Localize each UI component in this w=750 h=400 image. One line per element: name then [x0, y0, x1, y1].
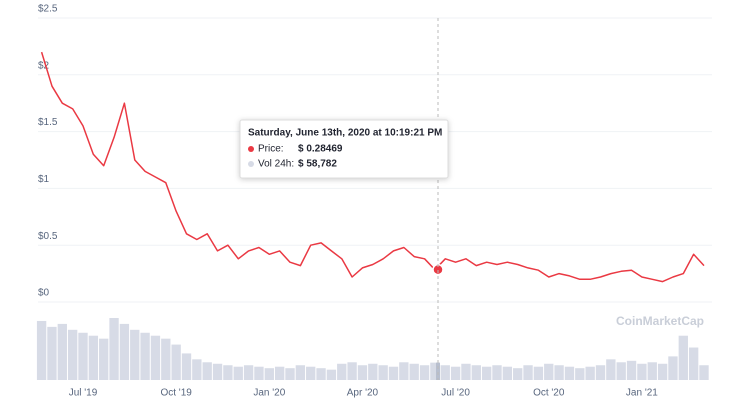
x-tick-label: Oct '19 [160, 388, 192, 399]
volume-bar [699, 365, 709, 380]
volume-bar [368, 363, 378, 380]
volume-bar [399, 362, 409, 380]
price-line-group [40, 51, 705, 283]
volume-bar [388, 366, 399, 380]
x-tick-label: Jan '20 [253, 388, 285, 399]
x-tick-label: Apr '20 [347, 388, 379, 399]
volume-bar [192, 359, 202, 380]
volume-bar [295, 365, 306, 380]
x-tick-label: Jul '20 [441, 388, 470, 399]
volume-bar [533, 366, 544, 380]
volume-bar [357, 365, 368, 380]
tooltip-box [239, 119, 449, 179]
tooltip-date: Saturday, June 13th, 2020 at 10:19:21 PM [248, 128, 442, 139]
volume-bar [223, 365, 233, 380]
y-tick-label: $1 [38, 174, 50, 185]
volume-bar [461, 363, 471, 380]
volume-bar [419, 365, 430, 380]
tooltip-price-label: Price: [258, 144, 284, 155]
volume-bar [585, 366, 595, 380]
volume-bar [637, 363, 647, 380]
volume-bar [36, 320, 47, 380]
y-tick-label: $2 [38, 60, 50, 71]
volume-bar [430, 362, 440, 380]
volume-bar [595, 365, 606, 380]
volume-bar [130, 329, 140, 380]
volume-bar [513, 368, 523, 380]
volume-bar [274, 366, 285, 380]
tooltip: Saturday, June 13th, 2020 at 10:19:21 PM… [239, 119, 449, 179]
volume-bar [150, 335, 161, 380]
volume-bar [544, 363, 554, 380]
volume-bar [264, 368, 274, 380]
volume-bar [492, 365, 502, 380]
volume-bar [647, 362, 657, 380]
volume-bar [88, 335, 99, 380]
volume-bar [606, 359, 616, 380]
volume-bar [668, 356, 678, 380]
volume-bar [109, 318, 119, 380]
price-line [40, 51, 705, 283]
volume-bar [575, 368, 585, 380]
watermark: CoinMarketCap [616, 314, 704, 328]
x-tick-label: Oct '20 [533, 388, 565, 399]
volume-bar [678, 335, 688, 380]
volume-bar [502, 366, 513, 380]
volume-bar [254, 366, 264, 380]
y-tick-label: $0.5 [38, 231, 58, 242]
volume-bar [523, 365, 533, 380]
volume-bar [99, 338, 109, 380]
price-dot [248, 146, 254, 152]
volume-bar [554, 365, 564, 380]
volume-bar [78, 332, 88, 380]
volume-bar [140, 332, 150, 380]
volume-bar [161, 338, 171, 380]
y-tick-label: $0 [38, 288, 50, 299]
tooltip-price: $ 0.28469 [298, 144, 343, 155]
volume-bar [285, 368, 295, 380]
volume-bar [440, 365, 450, 380]
x-tick-label: Jul '19 [69, 388, 98, 399]
volume-bar [57, 323, 67, 380]
x-tick-label: Jan '21 [626, 388, 658, 399]
volume-bar [326, 369, 337, 380]
volume-bar [378, 365, 388, 380]
volume-bar [471, 365, 481, 380]
volume-bar [212, 363, 223, 380]
hover-volume [436, 362, 440, 380]
volume-bar [47, 326, 57, 380]
volume-bar [347, 362, 357, 380]
volume-bar [243, 365, 254, 380]
volume-bar [626, 360, 637, 380]
volume-bars [36, 318, 709, 380]
volume-bar [202, 362, 212, 380]
vol-dot [248, 161, 254, 167]
y-tick-label: $2.5 [38, 4, 58, 15]
volume-bar [450, 366, 461, 380]
volume-bar [316, 368, 326, 380]
volume-bar [181, 353, 192, 380]
volume-bar [119, 323, 130, 380]
volume-bar [171, 344, 181, 380]
grid: $0 $0.5 $1 $1.5 $2 $2.5 Jul '19 Oct '19 Jan '20 A… [38, 4, 712, 399]
volume-bar [67, 329, 78, 380]
y-tick-label: $1.5 [38, 117, 58, 128]
volume-bar [688, 347, 699, 380]
volume-bar [481, 366, 492, 380]
volume-bar [564, 366, 575, 380]
tooltip-volume-label: Vol 24h: [258, 159, 294, 170]
tooltip-volume: $ 58,782 [298, 159, 337, 170]
volume-bar [233, 366, 243, 380]
volume-bar [306, 366, 316, 380]
volume-bar [657, 363, 668, 380]
volume-bar [616, 362, 626, 380]
volume-bar [409, 363, 419, 380]
volume-bar [337, 363, 347, 380]
